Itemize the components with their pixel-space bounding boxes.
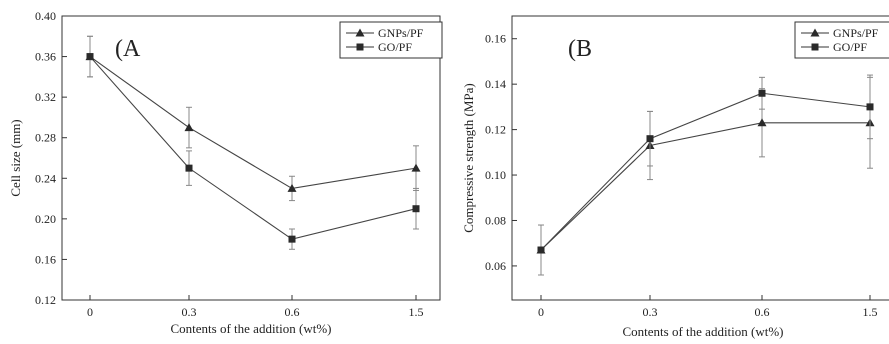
data-point — [412, 205, 420, 213]
series-gnps-pf — [536, 76, 875, 276]
y-tick-label: 0.10 — [485, 168, 506, 182]
series-gnps-pf — [85, 35, 421, 202]
legend-label: GO/PF — [833, 40, 867, 54]
legend-label: GO/PF — [378, 40, 412, 54]
data-point — [185, 164, 193, 172]
series-line — [89, 56, 417, 190]
series-line — [540, 122, 870, 251]
data-point — [184, 123, 194, 132]
y-tick-label: 0.36 — [35, 50, 56, 64]
x-tick-label: 0.3 — [182, 305, 197, 319]
chart-panel-a: 0.12 0.16 0.20 0.24 0.28 0.32 0.36 0.40 0 0.3 0.6 1… — [8, 9, 443, 336]
panel-label: (A — [115, 36, 141, 62]
panel-label: (B — [568, 36, 592, 62]
data-point — [646, 135, 654, 143]
x-tick-label: 0 — [87, 305, 93, 319]
x-axis-label: Contents of the addition (wt%) — [170, 321, 331, 336]
y-tick-label: 0.12 — [35, 293, 56, 307]
series-line — [540, 92, 871, 251]
y-tick-label: 0.08 — [485, 213, 506, 227]
x-tick-label: 1.5 — [863, 305, 878, 319]
data-point — [411, 163, 421, 172]
data-point — [866, 103, 874, 111]
legend-label: GNPs/PF — [378, 26, 424, 40]
legend-label: GNPs/PF — [833, 26, 879, 40]
legend-marker — [356, 43, 364, 51]
y-tick-label: 0.16 — [35, 252, 56, 266]
plot-frame — [61, 15, 441, 301]
data-point — [757, 118, 767, 127]
x-tick-label: 1.5 — [409, 305, 424, 319]
data-point — [288, 235, 296, 243]
legend-marker — [810, 28, 820, 37]
y-axis-label: Compressive strength (MPa) — [461, 83, 476, 232]
x-tick-label: 0.6 — [755, 305, 770, 319]
legend-box — [339, 21, 443, 59]
legend-box — [794, 21, 889, 59]
y-tick-label: 0.40 — [35, 9, 56, 23]
y-tick-label: 0.12 — [485, 123, 506, 137]
x-tick-label: 0.3 — [643, 305, 658, 319]
series-go-pf — [86, 35, 420, 250]
y-axis-label: Cell size (mm) — [8, 119, 23, 196]
legend-marker — [355, 28, 365, 37]
y-tick-label: 0.28 — [35, 131, 56, 145]
data-point — [86, 53, 94, 61]
y-tick-label: 0.06 — [485, 259, 506, 273]
y-tick-label: 0.14 — [485, 77, 506, 91]
y-tick-label: 0.20 — [35, 212, 56, 226]
series-go-pf — [537, 74, 874, 276]
x-tick-label: 0.6 — [285, 305, 300, 319]
chart-panel-b: 0.06 0.08 0.10 0.12 0.14 0.16 0 0.3 0.6 1.5 Conten… — [461, 15, 889, 339]
data-point — [537, 246, 545, 254]
x-axis-label: Contents of the addition (wt%) — [622, 324, 783, 339]
legend-marker — [811, 43, 819, 51]
data-point — [287, 183, 297, 192]
y-tick-label: 0.24 — [35, 171, 56, 185]
series-line — [89, 56, 417, 240]
y-tick-label: 0.32 — [35, 90, 56, 104]
x-tick-label: 0 — [538, 305, 544, 319]
plot-frame — [511, 15, 889, 301]
data-point — [758, 89, 766, 97]
y-tick-label: 0.16 — [485, 32, 506, 46]
